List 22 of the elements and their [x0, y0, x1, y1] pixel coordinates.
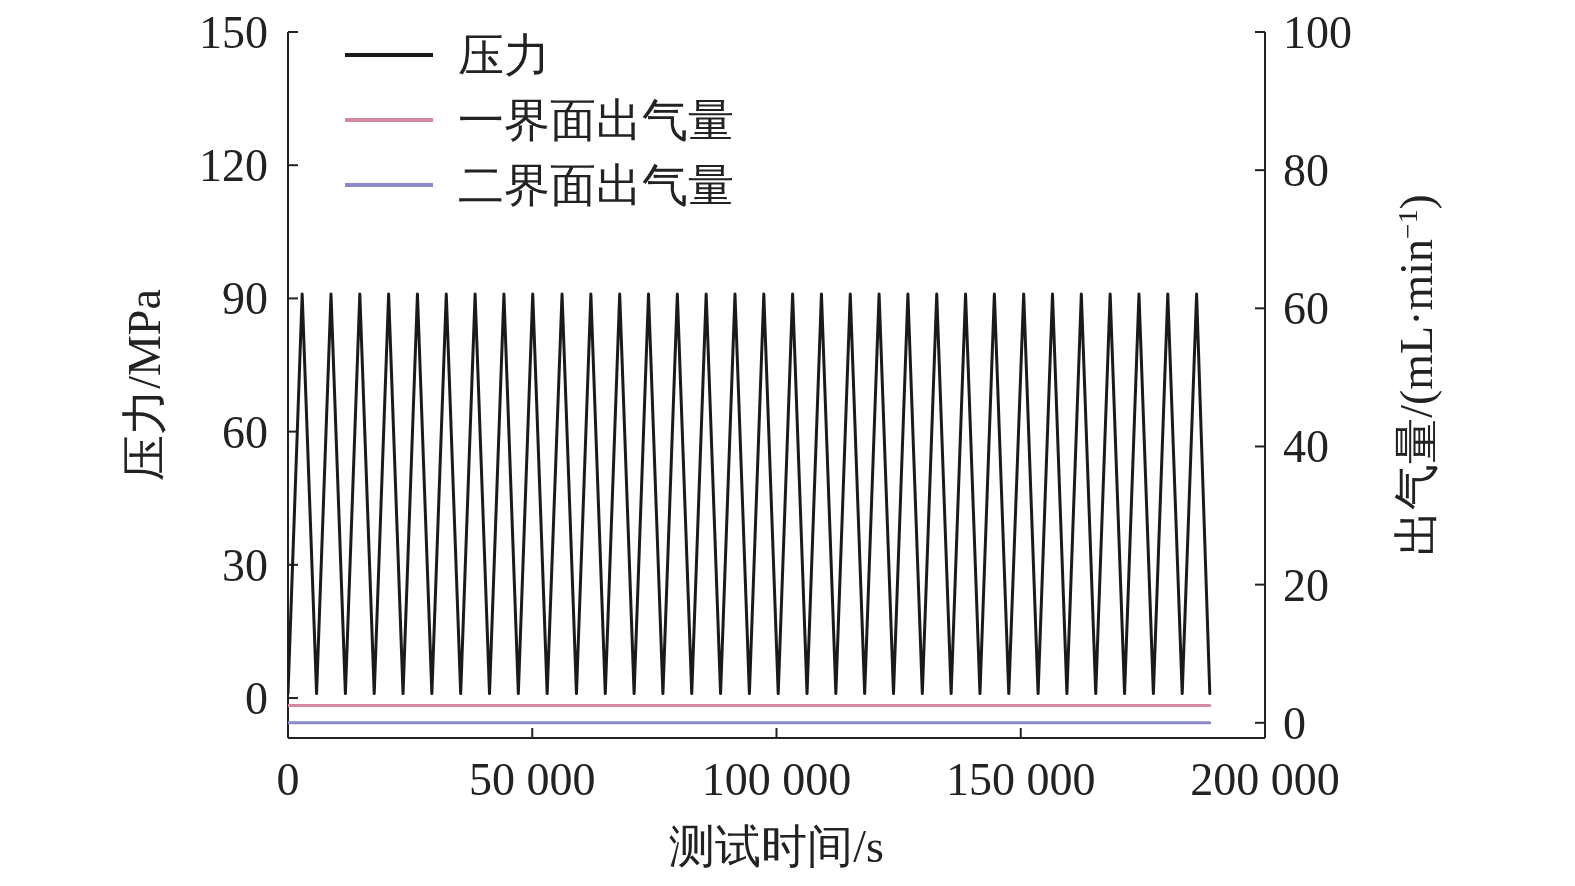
x-tick-label: 200 000: [1190, 754, 1340, 805]
x-tick-label: 50 000: [469, 754, 596, 805]
y2-tick-label: 60: [1283, 283, 1329, 335]
y-tick-label: 90: [222, 273, 268, 325]
y-tick-label: 150: [199, 7, 268, 58]
legend-label: 压力: [458, 30, 550, 81]
legend-label: 二界面出气量: [458, 160, 734, 211]
y2-tick-label: 100: [1283, 7, 1352, 58]
x-tick-label: 150 000: [946, 754, 1096, 805]
y-axis-title: 压力/MPa: [119, 289, 170, 481]
x-axis-title: 测试时间/s: [669, 821, 884, 872]
y-tick-label: 0: [245, 673, 268, 725]
legend-label: 一界面出气量: [458, 95, 734, 146]
y2-tick-label: 40: [1283, 421, 1329, 473]
y-tick-label: 120: [199, 140, 268, 192]
y2-tick-label: 0: [1283, 697, 1306, 749]
y-tick-label: 60: [222, 406, 268, 458]
x-tick-label: 100 000: [701, 754, 852, 805]
y2-tick-label: 20: [1283, 559, 1329, 611]
y-tick-label: 30: [222, 539, 268, 591]
x-tick-label: 0: [276, 754, 300, 805]
y2-tick-label: 80: [1283, 145, 1329, 197]
